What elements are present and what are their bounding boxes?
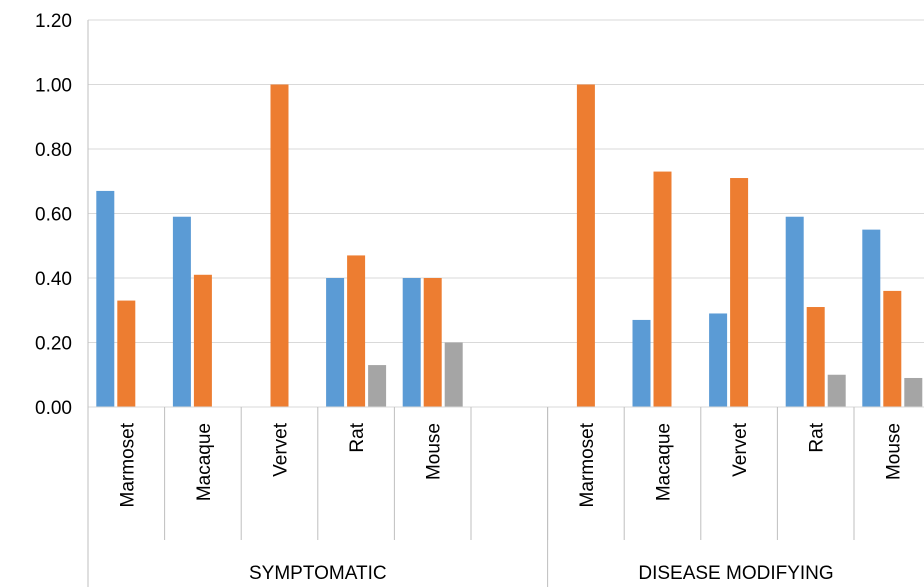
x-category-label: Rat <box>807 422 828 452</box>
bar <box>347 255 366 407</box>
bar <box>730 178 749 407</box>
y-tick-label: 0.40 <box>35 269 72 290</box>
y-tick-labels: 0.00 0.20 0.40 0.60 0.80 1.00 1.20 <box>35 11 72 419</box>
x-category-label: Vervet <box>271 422 292 477</box>
bar <box>632 319 651 407</box>
bar <box>402 278 421 407</box>
x-group-labels: SYMPTOMATIC DISEASE MODIFYING <box>249 563 834 584</box>
axes <box>87 20 924 587</box>
x-category-label: Mouse <box>883 423 904 480</box>
bar <box>270 84 289 407</box>
bar <box>96 190 115 407</box>
bar <box>193 274 212 407</box>
bar <box>444 342 463 407</box>
x-category-label: Marmoset <box>117 422 138 507</box>
x-category-label: Macaque <box>654 423 675 501</box>
x-category-label: Marmoset <box>577 422 598 507</box>
bar <box>117 300 136 407</box>
bar <box>576 84 595 407</box>
bar <box>862 229 881 407</box>
bar <box>653 171 672 407</box>
y-tick-label: 0.80 <box>35 140 72 161</box>
bar <box>904 377 923 407</box>
bar <box>806 307 825 407</box>
bar <box>326 278 345 407</box>
x-category-label: Mouse <box>424 423 445 480</box>
y-tick-label: 1.20 <box>35 11 72 32</box>
x-group-label: DISEASE MODIFYING <box>638 563 833 584</box>
bar <box>827 374 846 407</box>
x-category-label: Macaque <box>194 423 215 501</box>
bar <box>172 216 191 407</box>
bar <box>883 290 902 407</box>
x-category-label: Vervet <box>730 422 751 477</box>
bars <box>96 84 923 407</box>
y-tick-label: 0.00 <box>35 398 72 419</box>
y-tick-label: 0.60 <box>35 205 72 226</box>
bar <box>423 278 442 407</box>
x-category-labels: Marmoset Macaque Vervet Rat Mouse Marmoset Mac… <box>117 422 904 507</box>
bar <box>368 365 387 407</box>
bar <box>709 313 728 407</box>
y-tick-label: 0.20 <box>35 334 72 355</box>
x-category-label: Rat <box>347 422 368 452</box>
y-tick-label: 1.00 <box>35 76 72 97</box>
gridlines <box>88 19 924 343</box>
x-group-label: SYMPTOMATIC <box>249 563 387 584</box>
bar <box>785 216 804 407</box>
